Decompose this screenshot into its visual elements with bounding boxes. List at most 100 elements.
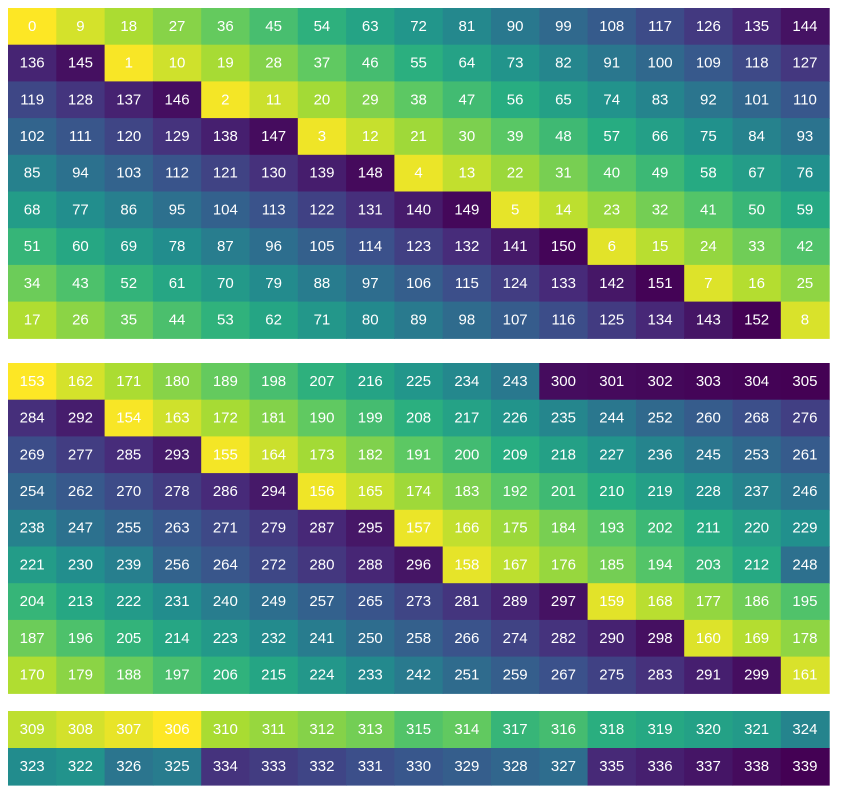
heatmap-cell-label: 39 bbox=[507, 128, 524, 145]
heatmap-cell-label: 272 bbox=[261, 556, 286, 573]
heatmap-cell bbox=[104, 509, 154, 548]
heatmap-cell-label: 166 bbox=[454, 520, 479, 537]
heatmap-cell-label: 211 bbox=[696, 520, 720, 537]
heatmap-cell bbox=[442, 748, 492, 786]
heatmap-cell bbox=[297, 619, 347, 658]
heatmap-cell bbox=[104, 546, 154, 584]
heatmap-cell-label: 44 bbox=[169, 311, 186, 328]
heatmap-cell bbox=[249, 8, 299, 46]
heatmap-cell bbox=[442, 546, 492, 584]
heatmap-cell-label: 38 bbox=[410, 91, 427, 108]
heatmap-cell bbox=[491, 436, 540, 474]
heatmap-cell-label: 168 bbox=[648, 593, 673, 610]
heatmap-cell bbox=[346, 191, 395, 229]
heatmap-cell-label: 204 bbox=[20, 593, 45, 610]
heatmap-cell bbox=[8, 301, 57, 339]
heatmap-cell bbox=[635, 264, 685, 303]
heatmap-cell bbox=[684, 154, 734, 193]
heatmap-cell bbox=[587, 546, 637, 584]
heatmap-cell bbox=[442, 711, 492, 749]
heatmap-cell bbox=[346, 44, 395, 82]
heatmap-cell bbox=[442, 154, 492, 193]
heatmap-cell bbox=[635, 583, 685, 621]
heatmap-cell-label: 153 bbox=[20, 373, 45, 390]
heatmap-cell-label: 216 bbox=[358, 373, 383, 390]
heatmap-cell-label: 35 bbox=[120, 311, 137, 328]
heatmap-cell-label: 171 bbox=[116, 373, 141, 390]
heatmap-cell-label: 196 bbox=[68, 630, 93, 647]
heatmap-cell bbox=[297, 748, 347, 786]
heatmap-cell-label: 36 bbox=[217, 18, 234, 35]
heatmap-cell-label: 298 bbox=[648, 630, 673, 647]
heatmap-cell bbox=[8, 656, 57, 694]
heatmap-cell-label: 125 bbox=[599, 311, 624, 328]
heatmap-cell bbox=[104, 191, 154, 229]
heatmap-cell bbox=[346, 711, 395, 749]
heatmap-cell bbox=[684, 301, 734, 339]
heatmap-cell-label: 50 bbox=[748, 201, 765, 218]
heatmap-cell-label: 81 bbox=[459, 18, 476, 35]
heatmap-cell-label: 34 bbox=[24, 275, 41, 292]
heatmap-cell bbox=[587, 264, 637, 303]
heatmap-cell-label: 40 bbox=[603, 165, 620, 182]
heatmap-cell bbox=[587, 8, 637, 46]
heatmap-cell-label: 64 bbox=[459, 55, 476, 72]
heatmap-cell bbox=[56, 656, 106, 694]
heatmap-cell bbox=[152, 399, 202, 437]
heatmap-cell bbox=[104, 44, 154, 82]
heatmap-cell bbox=[8, 748, 57, 786]
heatmap-cell bbox=[201, 711, 251, 749]
heatmap-cell bbox=[346, 154, 395, 193]
heatmap-cell bbox=[491, 546, 540, 584]
heatmap-cell bbox=[152, 8, 202, 46]
heatmap-cell bbox=[152, 473, 202, 511]
heatmap-cell bbox=[201, 118, 251, 156]
heatmap-cell-label: 116 bbox=[551, 311, 575, 328]
heatmap-cell bbox=[491, 154, 540, 193]
heatmap-cell bbox=[635, 301, 685, 339]
heatmap-cell bbox=[8, 363, 57, 401]
heatmap-cell-label: 52 bbox=[120, 275, 137, 292]
heatmap-cell-label: 121 bbox=[213, 165, 238, 182]
heatmap-cell bbox=[297, 264, 347, 303]
heatmap-cell-label: 99 bbox=[555, 18, 572, 35]
heatmap-cell-label: 18 bbox=[120, 18, 137, 35]
heatmap-cell bbox=[394, 436, 444, 474]
heatmap-cell-label: 276 bbox=[792, 410, 817, 427]
heatmap-cell-label: 234 bbox=[454, 373, 479, 390]
heatmap-cell bbox=[780, 363, 830, 401]
heatmap-cell-label: 185 bbox=[599, 556, 624, 573]
heatmap-cell-label: 238 bbox=[20, 520, 45, 537]
heatmap-cell-label: 78 bbox=[169, 238, 186, 255]
heatmap-cell-label: 232 bbox=[261, 630, 286, 647]
heatmap-cell bbox=[8, 583, 57, 621]
heatmap-cell-label: 28 bbox=[265, 55, 282, 72]
heatmap-cell bbox=[297, 583, 347, 621]
heatmap-cell-label: 309 bbox=[20, 721, 45, 738]
heatmap-cell-label: 56 bbox=[507, 91, 524, 108]
heatmap-cell-label: 73 bbox=[507, 55, 524, 72]
heatmap-cell bbox=[104, 118, 154, 156]
heatmap-cell-label: 218 bbox=[551, 446, 576, 463]
heatmap-cell-label: 108 bbox=[599, 18, 624, 35]
heatmap-cell bbox=[587, 118, 637, 156]
heatmap-cell-label: 270 bbox=[116, 483, 141, 500]
heatmap-cell-label: 32 bbox=[652, 201, 669, 218]
heatmap-cell-label: 47 bbox=[459, 91, 476, 108]
heatmap-cell-label: 37 bbox=[314, 55, 331, 72]
heatmap-panel-3: 309 308 307 306 310 311 312 313 315 314 317 316 318 3… bbox=[8, 711, 830, 786]
heatmap-cell bbox=[152, 228, 202, 266]
heatmap-cell-label: 242 bbox=[406, 666, 431, 683]
heatmap-cell-label: 198 bbox=[261, 373, 286, 390]
heatmap-cell bbox=[394, 81, 444, 119]
heatmap-cell-label: 76 bbox=[797, 165, 814, 182]
heatmap-cell bbox=[346, 81, 395, 119]
heatmap-cell-label: 2 bbox=[221, 91, 229, 108]
heatmap-cell-label: 271 bbox=[213, 520, 238, 537]
heatmap-cell bbox=[104, 264, 154, 303]
heatmap-cell bbox=[780, 118, 830, 156]
heatmap-cell-label: 107 bbox=[503, 311, 528, 328]
heatmap-cell-label: 100 bbox=[648, 55, 673, 72]
heatmap-cell bbox=[249, 436, 299, 474]
heatmap-cell-label: 261 bbox=[792, 446, 817, 463]
